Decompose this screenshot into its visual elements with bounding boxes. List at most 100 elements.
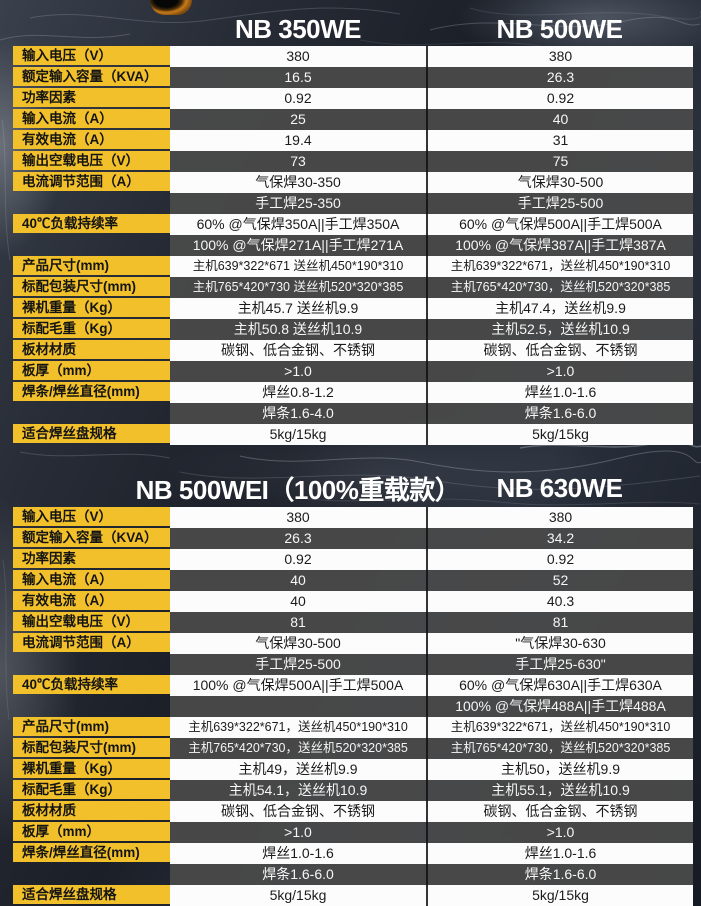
table-row: 电流调节范围（A） 气保焊30-350 气保焊30-500 — [13, 172, 693, 193]
table-row: 焊条/焊丝直径(mm) 焊丝0.8-1.2 焊丝1.0-1.6 — [13, 382, 693, 403]
spec-label-cell: 产品尺寸(mm) — [13, 717, 170, 738]
spec-value-cell-col2: 气保焊30-500 — [426, 172, 693, 193]
spec-value-cell-col2: 52 — [426, 570, 693, 591]
spec-value-cell-col2: 主机52.5，送丝机10.9 — [426, 319, 693, 340]
spec-value-cell-col1: 碳钢、低合金钢、不锈钢 — [170, 801, 426, 822]
spec-label-badge: 焊条/焊丝直径(mm) — [13, 382, 170, 401]
spec-label-cell: 输出空载电压（V） — [13, 151, 170, 172]
spec-value-cell-col1: 25 — [170, 109, 426, 130]
spec-label-badge: 输入电流（A） — [13, 570, 170, 589]
spec-value-cell-col1: >1.0 — [170, 822, 426, 843]
spec-value-cell-col1: 0.92 — [170, 549, 426, 570]
spec-value-cell-col2: 主机639*322*671，送丝机450*190*310 — [426, 256, 693, 277]
spec-value-cell-col2: 主机50，送丝机9.9 — [426, 759, 693, 780]
spec-label-cell: 板厚（mm） — [13, 822, 170, 843]
table-row: 额定输入容量（KVA） 16.5 26.3 — [13, 67, 693, 88]
model-title-nb500we: NB 500WE — [496, 13, 623, 44]
spec-value-cell-col1: 主机49，送丝机9.9 — [170, 759, 426, 780]
spec-value-cell-col2: 主机47.4，送丝机9.9 — [426, 298, 693, 319]
spec-value-cell-col2: 焊丝1.0-1.6 — [426, 843, 693, 864]
spec-label-badge: 输入电流（A） — [13, 109, 170, 128]
spec-value-cell-col2: 0.92 — [426, 549, 693, 570]
table-row: 功率因素 0.92 0.92 — [13, 88, 693, 109]
spec-label-badge: 裸机重量（Kg） — [13, 759, 170, 778]
spec-value-cell-col1: 5kg/15kg — [170, 424, 426, 445]
spec-label-badge: 有效电流（A） — [13, 591, 170, 610]
spec-label-cell — [13, 235, 170, 256]
spec-value-cell-col1: 气保焊30-500 — [170, 633, 426, 654]
spec-value-cell-col2: 26.3 — [426, 67, 693, 88]
table-row: 焊条/焊丝直径(mm) 焊丝1.0-1.6 焊丝1.0-1.6 — [13, 843, 693, 864]
spec-label-cell: 40℃负载持续率 — [13, 675, 170, 696]
spec-value-cell-col1: 主机45.7 送丝机9.9 — [170, 298, 426, 319]
spec-value-cell-col1: 手工焊25-500 — [170, 654, 426, 675]
table-row: 40℃负载持续率 100% @气保焊500A||手工焊500A 60% @气保焊… — [13, 675, 693, 696]
spec-label-badge: 标配包装尺寸(mm) — [13, 277, 170, 296]
table-row: 40℃负载持续率 60% @气保焊350A||手工焊350A 60% @气保焊5… — [13, 214, 693, 235]
table-row: 有效电流（A） 40 40.3 — [13, 591, 693, 612]
spec-label-cell: 有效电流（A） — [13, 591, 170, 612]
table-row: 电流调节范围（A） 气保焊30-500 "气保焊30-630 — [13, 633, 693, 654]
spec-label-badge: 输入电压（V） — [13, 46, 170, 65]
table-row: 额定输入容量（KVA） 26.3 34.2 — [13, 528, 693, 549]
table-row: 板材材质 碳钢、低合金钢、不锈钢 碳钢、低合金钢、不锈钢 — [13, 801, 693, 822]
spec-label-badge: 板厚（mm） — [13, 361, 170, 380]
spec-value-cell-col2: 5kg/15kg — [426, 424, 693, 445]
spec-value-cell-col1: 100% @气保焊500A||手工焊500A — [170, 675, 426, 696]
table-row: 输入电流（A） 40 52 — [13, 570, 693, 591]
spec-value-cell-col2: "气保焊30-630 — [426, 633, 693, 654]
spec-label-cell — [13, 696, 170, 717]
spec-value-cell-col1: 0.92 — [170, 88, 426, 109]
table-row: 焊条1.6-4.0 焊条1.6-6.0 — [13, 403, 693, 424]
spec-value-cell-col2: 焊条1.6-6.0 — [426, 403, 693, 424]
table-row: 板厚（mm） >1.0 >1.0 — [13, 822, 693, 843]
spec-label-badge: 标配毛重（Kg） — [13, 319, 170, 338]
spec-label-cell: 有效电流（A） — [13, 130, 170, 151]
spec-label-badge: 输入电压（V） — [13, 507, 170, 526]
spec-label-badge: 输出空载电压（V） — [13, 612, 170, 631]
spec-label-cell: 板材材质 — [13, 340, 170, 361]
table-row: 100% @气保焊488A||手工焊488A — [13, 696, 693, 717]
spec-value-cell-col1: 焊丝1.0-1.6 — [170, 843, 426, 864]
spec-value-cell-col1: 26.3 — [170, 528, 426, 549]
spec-label-cell: 标配包装尺寸(mm) — [13, 738, 170, 759]
spec-label-badge: 有效电流（A） — [13, 130, 170, 149]
spec-value-cell-col2: >1.0 — [426, 361, 693, 382]
spec-label-badge: 标配毛重（Kg） — [13, 780, 170, 799]
spec-label-cell: 板厚（mm） — [13, 361, 170, 382]
spec-value-cell-col1: 5kg/15kg — [170, 885, 426, 906]
table-2-header: NB 500WEI（100%重载款） NB 630WE — [136, 472, 693, 505]
spec-value-cell-col1: 主机639*322*671 送丝机450*190*310 — [170, 256, 426, 277]
table-row: 有效电流（A） 19.4 31 — [13, 130, 693, 151]
spec-value-cell-col2: 碳钢、低合金钢、不锈钢 — [426, 801, 693, 822]
table-row: 适合焊丝盘规格 5kg/15kg 5kg/15kg — [13, 885, 693, 906]
spec-label-badge: 产品尺寸(mm) — [13, 256, 170, 275]
table-row: 标配包装尺寸(mm) 主机765*420*730 送丝机520*320*385 … — [13, 277, 693, 298]
spec-value-cell-col2: 100% @气保焊387A||手工焊387A — [426, 235, 693, 256]
spec-value-cell-col1: 380 — [170, 46, 426, 67]
spec-value-cell-col2: 60% @气保焊500A||手工焊500A — [426, 214, 693, 235]
table-row: 焊条1.6-6.0 焊条1.6-6.0 — [13, 864, 693, 885]
spec-label-badge: 输出空载电压（V） — [13, 151, 170, 170]
machine-knob-photo-fragment — [150, 0, 192, 15]
spec-value-cell-col2: 31 — [426, 130, 693, 151]
table-row: 功率因素 0.92 0.92 — [13, 549, 693, 570]
spec-value-cell-col2: 5kg/15kg — [426, 885, 693, 906]
spec-label-badge: 额定输入容量（KVA） — [13, 528, 170, 547]
spec-value-cell-col1: 73 — [170, 151, 426, 172]
table-row: 手工焊25-350 手工焊25-500 — [13, 193, 693, 214]
spec-label-cell: 功率因素 — [13, 549, 170, 570]
spec-label-badge: 40℃负载持续率 — [13, 214, 170, 233]
spec-label-badge: 适合焊丝盘规格 — [13, 424, 170, 443]
spec-value-cell-col1: 81 — [170, 612, 426, 633]
table-row: 100% @气保焊271A||手工焊271A 100% @气保焊387A||手工… — [13, 235, 693, 256]
spec-value-cell-col2: >1.0 — [426, 822, 693, 843]
table-row: 标配毛重（Kg） 主机54.1，送丝机10.9 主机55.1，送丝机10.9 — [13, 780, 693, 801]
table-row: 输出空载电压（V） 73 75 — [13, 151, 693, 172]
spec-value-cell-col1: 碳钢、低合金钢、不锈钢 — [170, 340, 426, 361]
spec-label-cell: 输入电流（A） — [13, 109, 170, 130]
spec-value-cell-col1: 主机765*420*730 送丝机520*320*385 — [170, 277, 426, 298]
spec-value-cell-col1: 40 — [170, 570, 426, 591]
spec-label-badge: 功率因素 — [13, 88, 170, 107]
